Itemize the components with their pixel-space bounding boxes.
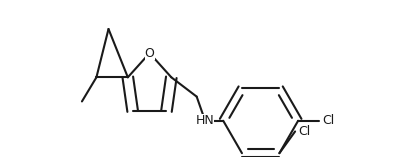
Text: O: O <box>145 47 154 60</box>
Text: Cl: Cl <box>299 125 311 138</box>
Text: Cl: Cl <box>322 114 334 127</box>
Text: HN: HN <box>196 114 214 127</box>
